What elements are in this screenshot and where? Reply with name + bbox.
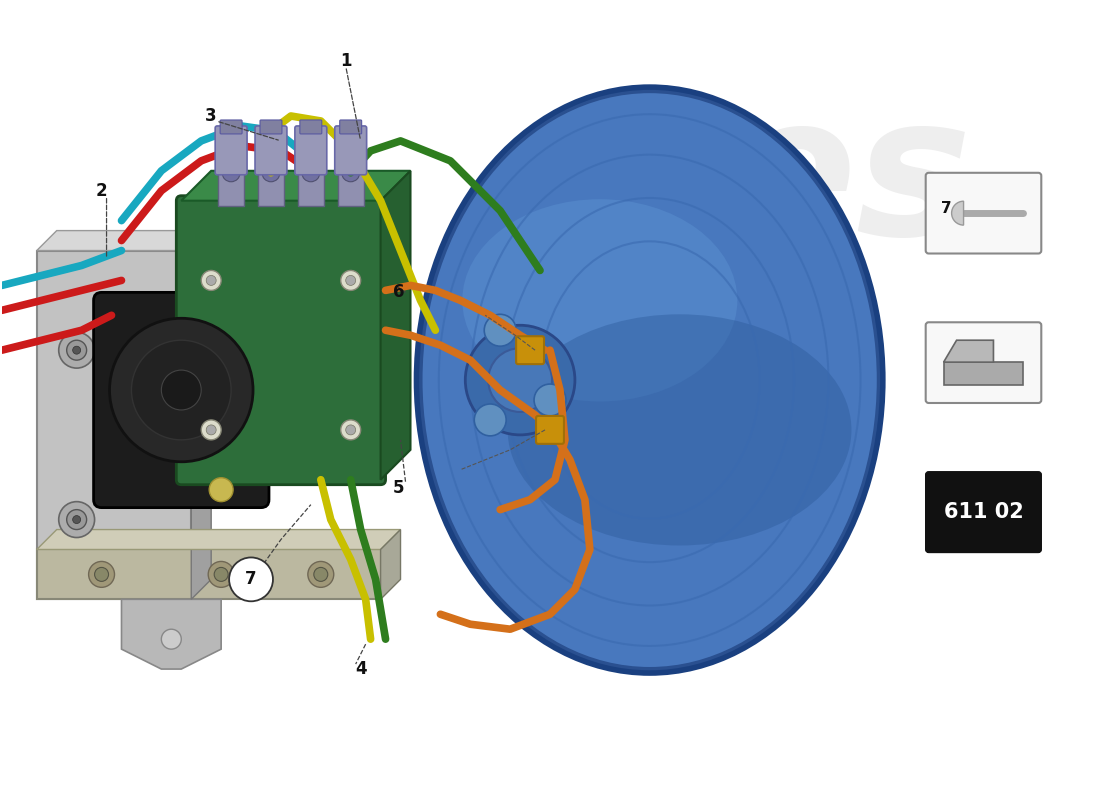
Circle shape: [206, 425, 217, 435]
FancyBboxPatch shape: [334, 126, 366, 174]
FancyBboxPatch shape: [295, 126, 327, 174]
Bar: [258, 168, 284, 206]
Polygon shape: [191, 230, 211, 599]
Circle shape: [67, 340, 87, 360]
FancyBboxPatch shape: [340, 120, 362, 134]
Circle shape: [67, 510, 87, 530]
FancyBboxPatch shape: [94, 292, 270, 508]
FancyBboxPatch shape: [220, 120, 242, 134]
Text: 5: 5: [393, 478, 405, 497]
Text: 2: 2: [96, 182, 108, 200]
Circle shape: [345, 425, 355, 435]
Circle shape: [73, 515, 80, 523]
Text: 611 02: 611 02: [944, 502, 1023, 522]
FancyBboxPatch shape: [176, 196, 386, 485]
FancyBboxPatch shape: [300, 120, 322, 134]
Text: 7: 7: [940, 201, 952, 216]
Circle shape: [488, 348, 552, 412]
Polygon shape: [121, 599, 221, 669]
FancyBboxPatch shape: [926, 173, 1042, 254]
Polygon shape: [36, 250, 191, 599]
Text: 1: 1: [340, 52, 352, 70]
Text: 7: 7: [245, 570, 257, 588]
FancyBboxPatch shape: [260, 120, 282, 134]
Circle shape: [474, 404, 506, 436]
Circle shape: [229, 558, 273, 602]
Circle shape: [110, 318, 253, 462]
Circle shape: [314, 567, 328, 582]
Circle shape: [132, 340, 231, 440]
Wedge shape: [952, 201, 964, 225]
Circle shape: [465, 326, 575, 435]
Circle shape: [162, 370, 201, 410]
Polygon shape: [182, 170, 410, 201]
Circle shape: [308, 562, 333, 587]
Bar: [298, 168, 323, 206]
Circle shape: [95, 567, 109, 582]
Circle shape: [201, 270, 221, 290]
Circle shape: [209, 478, 233, 502]
Circle shape: [222, 164, 240, 182]
FancyBboxPatch shape: [216, 126, 248, 174]
Circle shape: [89, 562, 114, 587]
Text: ars on original parts: ars on original parts: [697, 290, 801, 351]
Circle shape: [73, 346, 80, 354]
Circle shape: [535, 384, 565, 416]
Circle shape: [208, 562, 234, 587]
Circle shape: [201, 420, 221, 440]
Circle shape: [341, 270, 361, 290]
Polygon shape: [944, 362, 1023, 385]
Polygon shape: [36, 550, 381, 599]
Text: es: es: [725, 86, 972, 274]
Bar: [338, 168, 364, 206]
FancyBboxPatch shape: [926, 472, 1042, 553]
Circle shape: [345, 275, 355, 286]
Circle shape: [341, 420, 361, 440]
Polygon shape: [381, 530, 400, 599]
Polygon shape: [944, 340, 993, 362]
Circle shape: [342, 164, 360, 182]
Circle shape: [484, 314, 516, 346]
Ellipse shape: [420, 91, 879, 669]
Polygon shape: [36, 530, 400, 550]
Text: 3: 3: [206, 107, 217, 125]
Circle shape: [214, 567, 228, 582]
Circle shape: [58, 332, 95, 368]
FancyBboxPatch shape: [255, 126, 287, 174]
Circle shape: [206, 275, 217, 286]
Circle shape: [58, 502, 95, 538]
Text: since 1985: since 1985: [742, 244, 856, 317]
Polygon shape: [381, 170, 410, 480]
Bar: [218, 168, 244, 206]
Polygon shape: [36, 230, 211, 250]
Text: 4: 4: [355, 660, 366, 678]
Text: 6: 6: [393, 283, 405, 302]
FancyBboxPatch shape: [536, 416, 564, 444]
Circle shape: [162, 630, 182, 649]
FancyBboxPatch shape: [516, 336, 544, 364]
FancyBboxPatch shape: [926, 322, 1042, 403]
Ellipse shape: [507, 314, 851, 546]
Circle shape: [262, 164, 279, 182]
Circle shape: [301, 164, 320, 182]
Ellipse shape: [462, 199, 737, 402]
